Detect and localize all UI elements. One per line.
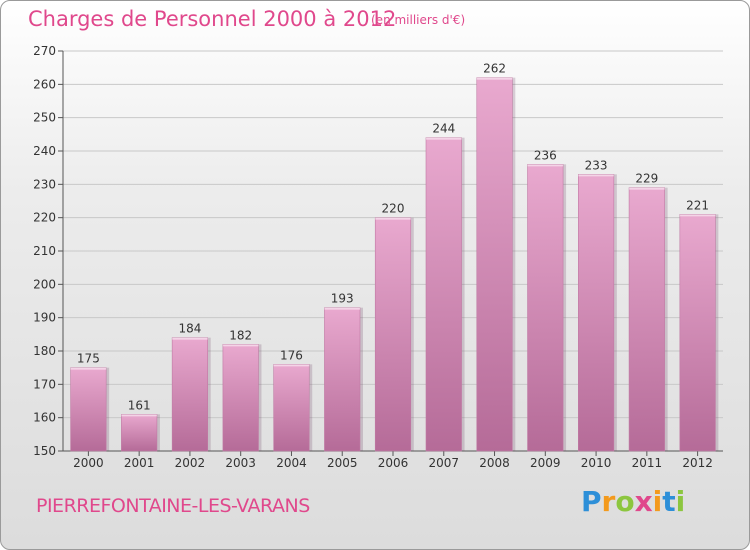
bar xyxy=(374,217,412,452)
bar xyxy=(425,137,462,452)
bar-highlight xyxy=(70,367,107,370)
bar xyxy=(527,164,564,452)
bars xyxy=(70,77,719,452)
bar-highlight xyxy=(222,344,259,347)
x-tick-label: 2006 xyxy=(378,456,409,470)
logo-letter: t xyxy=(662,485,676,518)
x-tick-label: 2010 xyxy=(581,456,612,470)
y-tick-label: 230 xyxy=(33,177,56,191)
bar-highlight xyxy=(527,164,564,167)
logo-letter: i xyxy=(652,485,663,518)
y-tick-label: 190 xyxy=(33,311,56,325)
bar xyxy=(121,414,158,452)
chart-title: Charges de Personnel 2000 à 2012 xyxy=(28,7,397,31)
chart-subtitle: (en milliers d'€) xyxy=(371,13,466,27)
y-tick-label: 210 xyxy=(33,244,56,258)
location-name: PIERREFONTAINE-LES-VARANS xyxy=(36,495,310,517)
y-tick-label: 220 xyxy=(33,211,56,225)
x-tick-label: 2003 xyxy=(225,456,256,470)
logo-letter: r xyxy=(601,485,616,518)
bar-value-label: 175 xyxy=(77,352,100,366)
bar-value-label: 220 xyxy=(382,202,405,216)
x-tick-label: 2000 xyxy=(73,456,104,470)
y-tick-label: 150 xyxy=(33,444,56,458)
bar-highlight xyxy=(273,364,310,367)
bar xyxy=(476,77,513,452)
proxiti-logo: Proxiti xyxy=(581,485,685,518)
x-tick-label: 2009 xyxy=(530,456,561,470)
bar-value-label: 233 xyxy=(585,158,608,172)
logo-letter: P xyxy=(581,485,602,518)
bar xyxy=(324,307,361,452)
bar-value-label: 176 xyxy=(280,348,303,362)
y-tick-label: 260 xyxy=(33,77,56,91)
x-tick-label: 2005 xyxy=(327,456,358,470)
bar-highlight xyxy=(578,174,614,177)
bar xyxy=(171,337,208,452)
x-tick-label: 2012 xyxy=(682,456,713,470)
y-tick-label: 170 xyxy=(33,377,56,391)
bar-highlight xyxy=(375,217,411,220)
x-tick-label: 2002 xyxy=(175,456,206,470)
bar-value-label: 244 xyxy=(432,122,455,136)
bar-highlight xyxy=(426,137,462,140)
bar-highlight xyxy=(679,214,716,217)
bar-value-label: 229 xyxy=(635,172,658,186)
bar xyxy=(679,214,716,452)
logo-letter: x xyxy=(634,485,653,518)
y-tick-label: 240 xyxy=(33,144,56,158)
labels: 150 160 170 180 190 200 210 220 230 240 250 260 270 1… xyxy=(33,44,713,470)
bar xyxy=(273,364,310,452)
bar-value-label: 182 xyxy=(229,328,252,342)
bar-value-label: 193 xyxy=(331,292,354,306)
logo-letter: o xyxy=(615,485,635,518)
y-tick-label: 160 xyxy=(33,411,56,425)
bar xyxy=(70,367,107,452)
bar-highlight xyxy=(121,414,157,417)
x-tick-label: 2008 xyxy=(479,456,510,470)
x-tick-label: 2011 xyxy=(632,456,663,470)
bar-highlight xyxy=(172,337,208,340)
bar xyxy=(222,344,259,452)
bar-highlight xyxy=(324,307,360,310)
x-tick-label: 2004 xyxy=(276,456,307,470)
bar-value-label: 184 xyxy=(178,322,201,336)
logo-letter: i xyxy=(675,485,686,518)
bar xyxy=(578,174,615,452)
bar-highlight xyxy=(476,77,513,80)
bar-value-label: 161 xyxy=(128,398,151,412)
bar-value-label: 236 xyxy=(534,148,557,162)
bar xyxy=(628,187,665,452)
x-tick-label: 2007 xyxy=(428,456,459,470)
bar-value-label: 262 xyxy=(483,62,506,76)
bar-value-label: 221 xyxy=(686,198,709,212)
y-tick-label: 250 xyxy=(33,111,56,125)
bar-highlight xyxy=(629,187,665,190)
y-tick-label: 180 xyxy=(33,344,56,358)
x-tick-label: 2001 xyxy=(124,456,155,470)
y-tick-label: 200 xyxy=(33,277,56,291)
y-tick-label: 270 xyxy=(33,44,56,58)
